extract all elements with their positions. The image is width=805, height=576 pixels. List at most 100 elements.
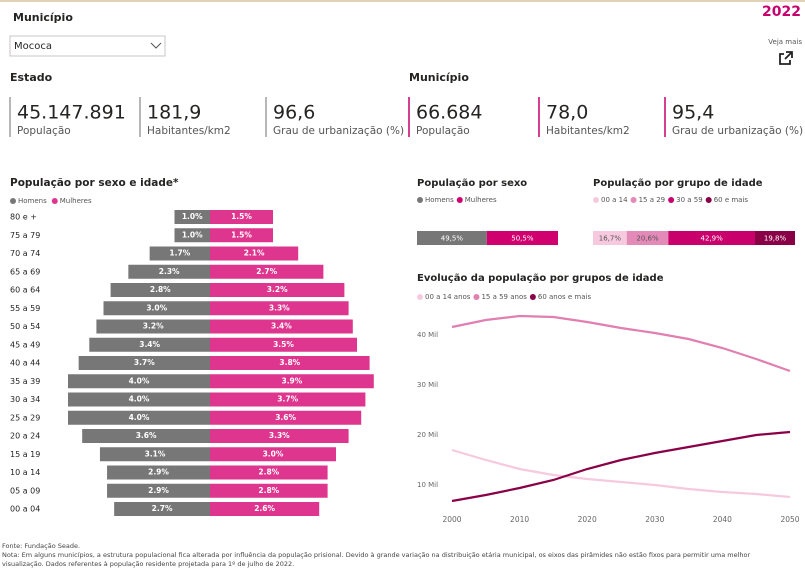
kpi-value: 45.147.891	[17, 102, 126, 124]
bar	[210, 392, 366, 407]
x-tick-label: 2040	[713, 515, 732, 524]
category-label: 45 a 49	[10, 340, 40, 349]
bar	[210, 228, 273, 243]
category-label: 65 a 69	[10, 267, 40, 276]
bar-label: 3.9%	[281, 376, 302, 385]
bar	[174, 210, 210, 224]
category-label: 50 a 54	[10, 322, 40, 331]
bar	[210, 337, 357, 352]
bar-label: 1.5%	[231, 230, 252, 239]
legend-label: 60 anos e mais	[538, 293, 592, 301]
bar-label: 2.6%	[254, 504, 275, 513]
bar-label: 3.1%	[145, 449, 166, 458]
legend-dot	[593, 197, 599, 203]
chevron[interactable]	[150, 42, 162, 49]
chart-title: População por sexo e idade*	[10, 177, 179, 189]
bar-label: 20,6%	[636, 235, 659, 243]
link-icon[interactable]	[779, 51, 793, 65]
bar-label: 2.8%	[150, 285, 171, 294]
bar	[128, 264, 210, 279]
legend-dot	[705, 197, 712, 203]
bar-label: 50,5%	[511, 235, 534, 243]
filter-label: Município	[13, 11, 73, 24]
legend-label: 15 a 59 anos	[481, 293, 527, 301]
bar-segment	[755, 231, 795, 245]
kpi-value: 78,0	[546, 102, 588, 124]
bar-label: 3.5%	[273, 340, 294, 349]
bar-label: 3.7%	[277, 395, 298, 404]
y-tick-label: 20 Mil	[417, 431, 438, 439]
kpi-value: 96,6	[273, 102, 315, 124]
dropdown[interactable]: Mococa	[9, 35, 166, 57]
bar-label: 4.0%	[129, 376, 150, 385]
line	[451, 314, 791, 373]
bar	[107, 465, 210, 480]
category-label: 75 a 79	[10, 231, 40, 240]
dropdown-box[interactable]	[9, 35, 166, 57]
bar	[110, 283, 210, 297]
bar-segment	[626, 231, 669, 245]
section-title: Município	[409, 71, 469, 84]
category-label: 70 a 74	[10, 249, 40, 258]
bar	[210, 356, 370, 370]
bar-label: 3.2%	[267, 285, 288, 294]
bar	[103, 301, 210, 316]
legend-dot	[529, 294, 536, 300]
legend-label: Mulheres	[60, 197, 92, 205]
link-label[interactable]: Veja mais	[768, 38, 802, 46]
y-tick-label: 30 Mil	[417, 381, 438, 389]
bar	[210, 502, 320, 516]
bar	[210, 483, 328, 498]
category-label: 20 a 24	[10, 432, 40, 441]
legend-dot	[51, 198, 58, 204]
bar	[174, 228, 210, 243]
bar	[78, 356, 211, 370]
kpi-label: Grau de urbanização (%)	[672, 125, 803, 137]
x-tick-label: 2020	[578, 515, 597, 524]
bar	[210, 410, 362, 425]
legend-label: 00 a 14	[601, 196, 628, 204]
x-tick-label: 2010	[510, 515, 529, 524]
bar-label: 49,5%	[441, 235, 464, 243]
dropdown-value[interactable]: Mococa	[14, 41, 52, 52]
y-tick-label: 10 Mil	[417, 481, 438, 489]
bar-label: 3.4%	[271, 322, 292, 331]
bar	[68, 374, 210, 389]
chart-title: População por sexo	[417, 178, 527, 189]
chart-title: Evolução da população por grupos de idad…	[417, 273, 664, 284]
legend-dot	[417, 197, 423, 203]
kpi-value: 181,9	[147, 102, 201, 124]
bar	[210, 210, 273, 224]
category-label: 30 a 34	[10, 395, 40, 404]
section-title: Estado	[10, 71, 53, 84]
bar-label: 1.7%	[169, 249, 190, 258]
line	[451, 430, 791, 503]
x-tick-label: 2050	[780, 515, 799, 524]
bar-label: 1.5%	[231, 212, 252, 221]
bar-label: 3.8%	[279, 358, 300, 367]
bar-label: 4.0%	[129, 413, 150, 422]
bar	[96, 319, 210, 334]
category-label: 25 a 29	[10, 413, 40, 422]
bar-label: 2.1%	[244, 249, 265, 258]
legend-dot	[668, 197, 675, 203]
kpi-value: 95,4	[672, 102, 714, 124]
bar	[89, 337, 210, 352]
source: Fonte: Fundação Seade.	[2, 542, 81, 550]
bar	[210, 319, 353, 334]
category-label: 35 a 39	[10, 377, 40, 386]
kpi-label: População	[416, 125, 470, 137]
bar-segment	[668, 231, 756, 245]
legend-label: Homens	[425, 196, 454, 204]
kpi-label: Grau de urbanização (%)	[273, 125, 404, 137]
legend-label: 00 a 14 anos	[425, 293, 471, 301]
bar	[82, 429, 210, 443]
bar-label: 4.0%	[129, 395, 150, 404]
x-tick-label: 2030	[645, 515, 664, 524]
category-label: 10 a 14	[10, 468, 40, 477]
bar-label: 3.0%	[263, 449, 284, 458]
external-icon[interactable]	[779, 51, 793, 65]
bar-segment	[417, 231, 487, 245]
legend-label: Homens	[18, 197, 47, 205]
